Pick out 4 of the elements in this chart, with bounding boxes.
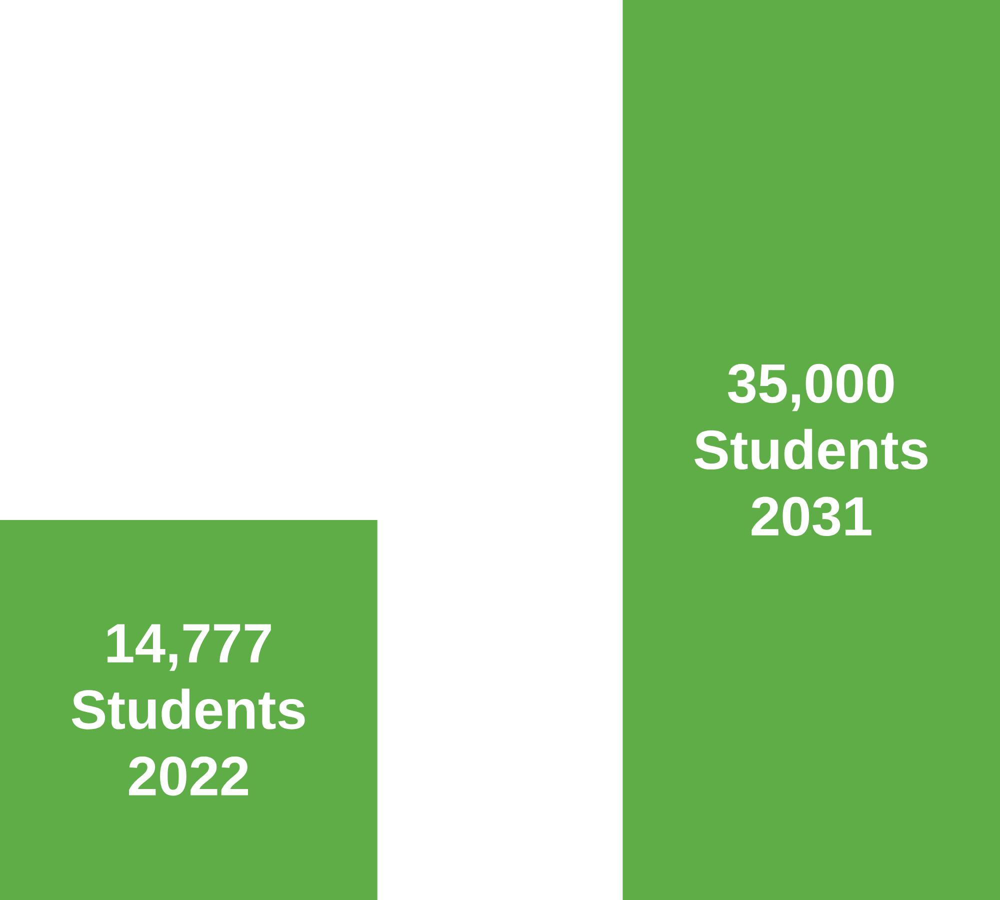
- x-tick-label: 2031: [752, 496, 872, 536]
- x-tick-label: 2022: [129, 756, 248, 796]
- data-label: 35,000 Students: [694, 364, 928, 470]
- data-label: 14,777 Students: [72, 624, 305, 730]
